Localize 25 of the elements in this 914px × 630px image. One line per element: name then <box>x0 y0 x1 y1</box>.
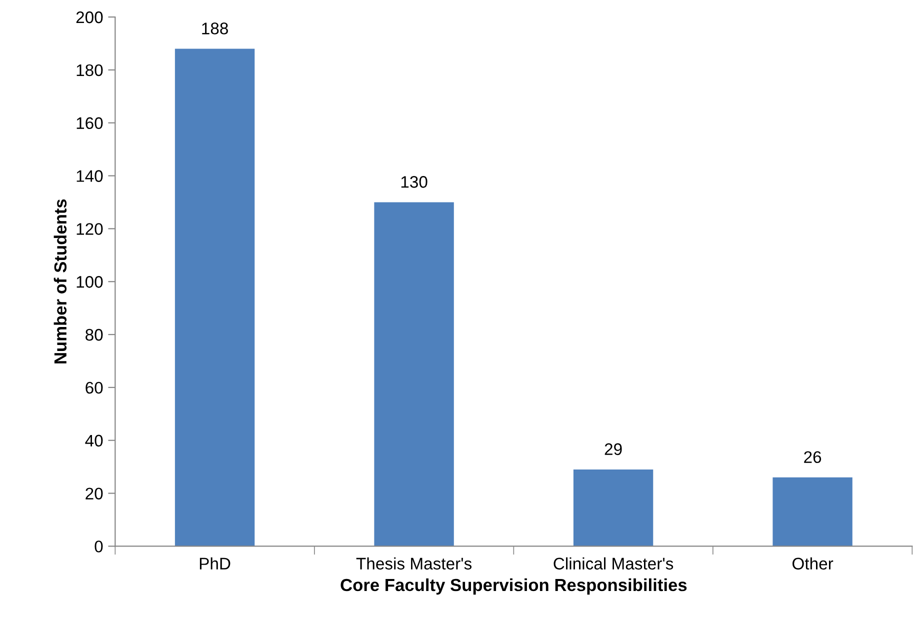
x-tick-label: Other <box>792 557 834 570</box>
x-tick-label: Thesis Master's <box>356 557 472 570</box>
x-axis-title: Core Faculty Supervision Responsibilities <box>340 578 687 595</box>
y-tick-label: 200 <box>76 11 103 24</box>
y-tick-label: 80 <box>86 328 103 341</box>
bar <box>174 48 255 546</box>
y-tick-label: 20 <box>86 488 103 500</box>
y-tick-label: 180 <box>76 64 103 76</box>
bar <box>573 469 654 546</box>
data-label: 130 <box>401 176 428 188</box>
data-label: 29 <box>604 443 622 456</box>
y-tick-label: 40 <box>85 434 103 447</box>
bar <box>374 202 454 546</box>
data-label: 188 <box>202 22 228 34</box>
y-tick-label: 140 <box>76 170 103 182</box>
y-axis-title: Number of Students <box>54 199 67 364</box>
y-tick-label: 60 <box>86 382 103 394</box>
data-label: 26 <box>804 451 822 464</box>
x-tick-label: Clinical Master's <box>554 557 674 570</box>
y-tick-label: 100 <box>76 276 103 288</box>
y-tick-label: 160 <box>76 117 103 130</box>
bar <box>772 477 852 546</box>
y-tick-label: 0 <box>94 540 103 552</box>
y-tick-label: 120 <box>76 223 103 235</box>
x-tick-label: PhD <box>200 557 230 570</box>
